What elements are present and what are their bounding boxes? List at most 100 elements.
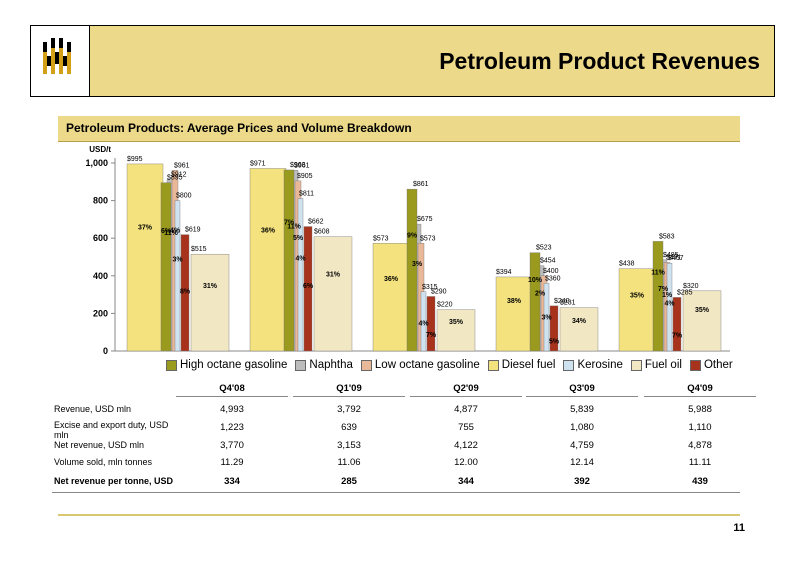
row-label: Net revenue, USD mln	[54, 440, 145, 450]
price-label: $320	[683, 283, 699, 290]
bar-0-1	[283, 169, 295, 352]
table-cell: 3,792	[337, 404, 361, 415]
chart-subtitle: Petroleum Products: Average Prices and V…	[66, 121, 412, 135]
table-cell: 3,153	[337, 440, 361, 451]
bar-0-3	[529, 252, 541, 352]
table-cell: 11.06	[337, 457, 361, 468]
price-label: $467	[668, 255, 684, 262]
share-label: 11%	[287, 224, 301, 231]
price-label: $662	[308, 219, 324, 226]
price-label: $315	[422, 284, 438, 291]
share-label: 35%	[449, 319, 464, 326]
table-cell: 12.14	[570, 457, 594, 468]
bar-0-2	[406, 188, 418, 352]
table-cell: 334	[224, 476, 240, 487]
bar-3-4	[618, 268, 656, 352]
share-label: 35%	[630, 292, 645, 299]
share-label: 2%	[535, 290, 546, 297]
price-label: $619	[185, 227, 201, 234]
table-cell: 4,877	[454, 404, 478, 415]
price-label: $961	[294, 162, 310, 169]
price-label: $471	[666, 254, 682, 261]
price-label: $912	[171, 172, 187, 179]
price-label: $963	[290, 162, 306, 169]
legend-swatch	[166, 359, 177, 371]
bar-3-0	[126, 163, 164, 352]
legend-item: Low octane gasoline	[360, 359, 480, 371]
table-cell: 11.11	[688, 457, 712, 468]
legend-label: Kerosine	[577, 359, 623, 371]
row-label: Excise and export duty, USD mln	[54, 420, 169, 440]
y-tick-label: 400	[93, 271, 108, 281]
row-label: Net revenue per tonne, USD	[54, 476, 174, 486]
price-label: $523	[536, 245, 552, 252]
price-label: $811	[299, 191, 314, 198]
y-tick-label: 600	[93, 233, 108, 243]
page-title: Petroleum Product Revenues	[439, 48, 760, 74]
share-label: 9%	[407, 233, 418, 240]
table-cell: 755	[458, 422, 474, 433]
legend-label: Other	[703, 359, 733, 371]
quarter-underline	[410, 396, 522, 397]
bar-3-1	[249, 168, 287, 352]
row-label: Volume sold, mln tonnes	[54, 457, 153, 467]
table-cell: 1,110	[688, 422, 712, 433]
table-cell: 4,993	[220, 404, 244, 415]
price-label: $971	[250, 160, 266, 167]
price-label: $240	[554, 298, 570, 305]
legend-item: Other	[689, 359, 733, 371]
share-label: 11%	[651, 269, 665, 276]
share-label: 3%	[541, 315, 552, 322]
legend-swatch	[689, 359, 701, 371]
bar-5-1	[313, 236, 353, 352]
price-label: $515	[191, 246, 207, 253]
quarter-underline	[176, 396, 288, 397]
share-label: 11%	[164, 230, 178, 237]
bar-3-3	[495, 276, 533, 352]
table-cell: 12.00	[454, 457, 478, 468]
bar-0-4	[652, 241, 664, 352]
table-bottom-rule	[52, 492, 740, 493]
header-band: Petroleum Product Revenues	[30, 25, 775, 97]
bar-5-2	[436, 309, 476, 352]
bar-4-2	[420, 291, 427, 352]
table-cell: 639	[341, 422, 357, 433]
price-label: $608	[314, 229, 330, 236]
legend-item: Diesel fuel	[487, 359, 556, 371]
price-label: $895	[167, 175, 183, 182]
y-tick-label: 200	[93, 308, 108, 318]
y-tick-label: 0	[103, 346, 108, 356]
share-label: 6%	[303, 283, 314, 290]
quarter-header: Q1'09	[336, 383, 362, 394]
bar-5-0	[190, 253, 230, 352]
share-label: 7%	[672, 332, 683, 339]
price-label: $231	[560, 300, 576, 307]
quarter-underline	[526, 396, 638, 397]
price-label: $400	[543, 268, 559, 275]
legend-swatch	[360, 359, 372, 371]
table-cell: 4,122	[454, 440, 478, 451]
bar-6-1	[303, 226, 313, 352]
share-label: 31%	[326, 272, 341, 279]
price-label: $995	[127, 156, 143, 163]
legend-item: High octane gasoline	[166, 359, 287, 371]
price-label: $675	[417, 216, 433, 223]
legend-item: Naphtha	[295, 359, 353, 371]
share-label: 4%	[170, 228, 181, 235]
quarter-header: Q4'08	[219, 383, 245, 394]
legend-label: Diesel fuel	[501, 359, 556, 371]
bar-6-4	[672, 297, 682, 352]
price-label: $573	[420, 235, 436, 242]
share-label: 5%	[293, 235, 304, 242]
share-label: 36%	[384, 276, 399, 283]
legend-swatch	[630, 359, 642, 371]
share-label: 35%	[695, 307, 710, 314]
share-label: 1%	[662, 292, 673, 299]
bar-6-2	[426, 296, 436, 352]
price-label: $394	[496, 269, 512, 276]
company-logo-icon	[43, 38, 71, 74]
subtitle-bar: Petroleum Products: Average Prices and V…	[58, 116, 740, 142]
bar-5-4	[682, 290, 722, 352]
bar-4-1	[297, 198, 304, 352]
price-label: $573	[373, 235, 389, 242]
